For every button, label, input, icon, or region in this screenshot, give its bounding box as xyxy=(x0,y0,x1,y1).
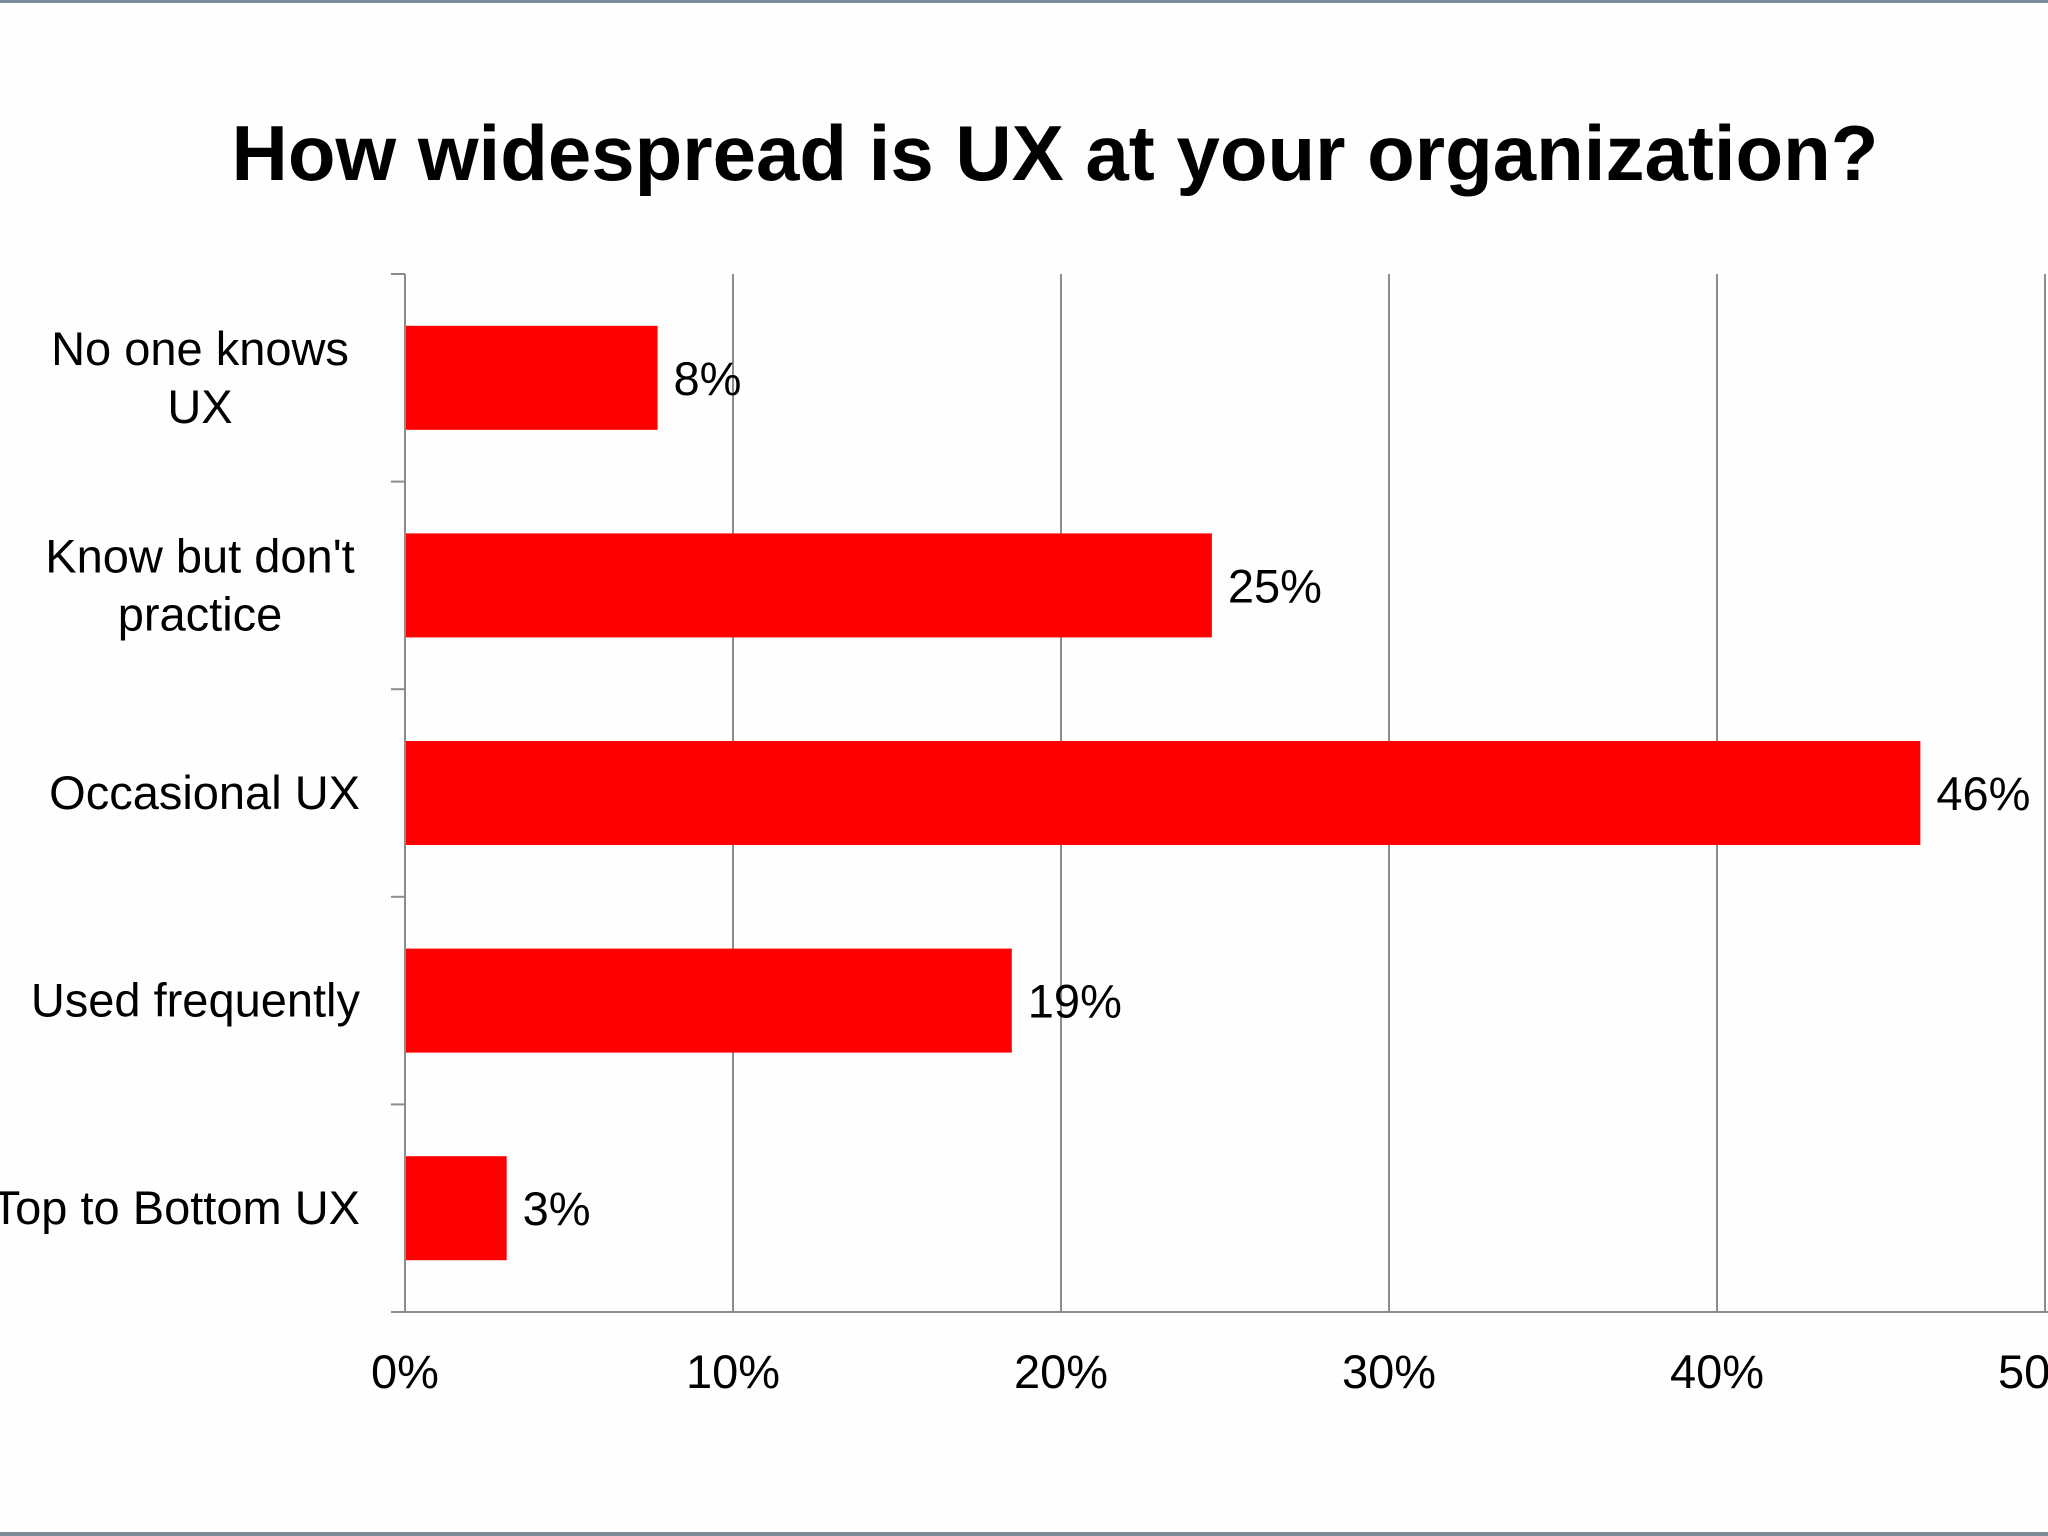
x-tick-label-4: 40% xyxy=(1670,1345,1764,1398)
data-label-4: 3% xyxy=(523,1182,591,1235)
bar-1 xyxy=(405,533,1212,638)
chart-title: How widespread is UX at your organizatio… xyxy=(231,109,1879,197)
bars xyxy=(405,325,1921,1261)
axes xyxy=(391,273,2048,1313)
category-label-3: Used frequently xyxy=(31,974,361,1027)
category-label-0: No one knows UX xyxy=(51,322,349,433)
category-label-line: UX xyxy=(167,380,232,433)
x-tick-label-3: 30% xyxy=(1342,1345,1436,1398)
bar-3 xyxy=(405,948,1012,1053)
x-tick-label-1: 10% xyxy=(686,1345,780,1398)
category-label-line: Top to Bottom UX xyxy=(0,1181,360,1234)
data-label-0: 8% xyxy=(674,352,742,405)
frame-top-border xyxy=(0,0,2048,3)
frame-bottom-border xyxy=(0,1532,2048,1536)
category-label-2: Occasional UX xyxy=(49,766,360,819)
category-label-1: Know but don't practice xyxy=(45,529,354,640)
category-label-line: Used frequently xyxy=(31,974,361,1027)
x-tick-label-2: 20% xyxy=(1014,1345,1108,1398)
bar-4 xyxy=(405,1156,507,1261)
bar-0 xyxy=(405,325,658,430)
labels: No one knows UX Know but don't practice Occa… xyxy=(0,322,2048,1398)
category-label-4: Top to Bottom UX xyxy=(0,1181,360,1234)
category-label-line: practice xyxy=(118,587,283,640)
data-label-1: 25% xyxy=(1228,559,1322,612)
data-label-2: 46% xyxy=(1936,767,2030,820)
category-label-line: Occasional UX xyxy=(49,766,360,819)
data-label-3: 19% xyxy=(1028,975,1122,1028)
category-label-line: No one knows xyxy=(51,322,349,375)
category-label-line: Know but don't xyxy=(45,529,354,582)
x-tick-label-5: 50% xyxy=(1998,1345,2048,1398)
bar-2 xyxy=(405,741,1921,845)
x-tick-label-0: 0% xyxy=(371,1345,439,1398)
